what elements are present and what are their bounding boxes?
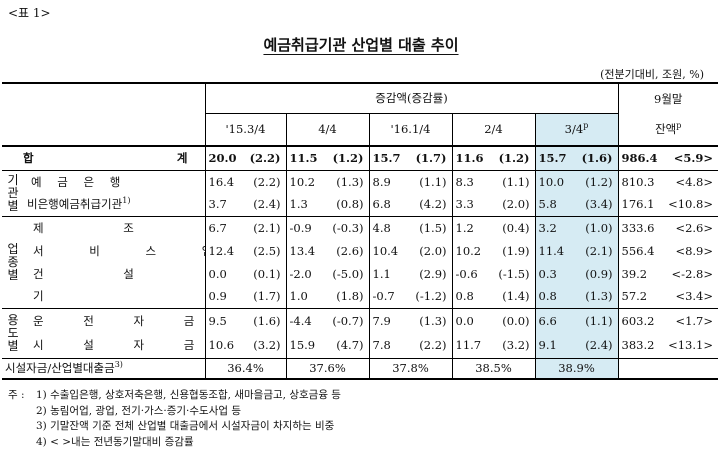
total-label-b: 계 <box>176 151 188 166</box>
header-group: 증감액(증감률) <box>204 82 618 114</box>
total-label-a: 합 <box>23 151 34 166</box>
header-row-2: '15.3/4 4/4 '16.1/4 2/4 3/4p 잔액p <box>2 113 718 147</box>
footnote-3: 3) 기말잔액 기준 전체 산업별 대출금에서 시설자금이 차지하는 비중 <box>36 420 335 432</box>
footnote-1: 1) 수출입은행, 상호저축은행, 신용협동조합, 새마을금고, 상호금융 등 <box>36 389 341 401</box>
header-col-5: 3/4p <box>534 113 618 147</box>
header-balance-2: 잔액p <box>617 113 718 147</box>
row-label: 시 설 자 금 <box>24 333 205 359</box>
table-row: 비은행예금취급기관1) 3.7 (2.4) 1.3 (0.8) 6.8 (4.2) 3… <box>2 193 718 217</box>
table-row: 건 설 업 0.0(0.1) -2.0(-5.0) 1.1(2.9) -0.6(… <box>2 262 718 285</box>
header-col-3: '16.1/4 <box>368 113 452 147</box>
loan-trend-table: 증감액(증감률) 9월말 '15.3/4 4/4 '16.1/4 2/4 3/4… <box>2 82 718 380</box>
ratio-row: 시설자금/산업별대출금3) 36.4% 37.6% 37.8% 38.5% 38… <box>2 358 718 380</box>
footnotes: 주 : 1) 수출입은행, 상호저축은행, 신용협동조합, 새마을금고, 상호금융… <box>8 388 341 450</box>
row-label: 서 비 스 업 <box>33 243 205 258</box>
unit-note: (전분기대비, 조원, %) <box>600 68 704 81</box>
table-row: 서 비 스 업 12.4(2.5) 13.4(2.6) 10.4(2.0) 10… <box>2 239 718 262</box>
header-balance-1: 9월말 <box>617 82 718 113</box>
footnote-lead: 주 : <box>8 389 25 401</box>
header-col-2: 4/4 <box>285 113 369 147</box>
footnote-4: 4) < >내는 전년동기말대비 증감률 <box>36 435 194 448</box>
table-number-label: <표 1> <box>8 6 51 20</box>
table-row: 업종별 제 조 업 6.7(2.1) -0.9(-0.3) 4.8(1.5) 1… <box>2 216 718 309</box>
table-title: 예금취급기관 산업별 대출 추이 <box>263 36 459 54</box>
row-label: 비은행예금취급기관1) <box>24 193 205 217</box>
header-col-4: 2/4 <box>451 113 535 147</box>
header-row-1: 증감액(증감률) 9월말 <box>2 82 718 147</box>
row-label: 건 설 업 <box>33 266 205 281</box>
ratio-label: 시설자금/산업별대출금3) <box>2 358 205 380</box>
footnote-2: 2) 농림어업, 광업, 전기·가스·증기·수도사업 등 <box>36 404 242 417</box>
row-label: 기 타2) <box>24 285 205 309</box>
row-label: 제 조 업 <box>33 220 205 235</box>
table-row: 기 타2) 0.9(1.7) 1.0(1.8) -0.7(-1.2) 0.8(1… <box>2 285 718 309</box>
table-row: 시 설 자 금 10.6 (3.2) 15.9 (4.7) 7.8 (2.2) 11.… <box>2 333 718 359</box>
row-label: 예 금 은 행 <box>31 174 127 189</box>
row-label: 운 전 자 금 <box>33 313 205 328</box>
header-col-1: '15.3/4 <box>204 113 286 147</box>
